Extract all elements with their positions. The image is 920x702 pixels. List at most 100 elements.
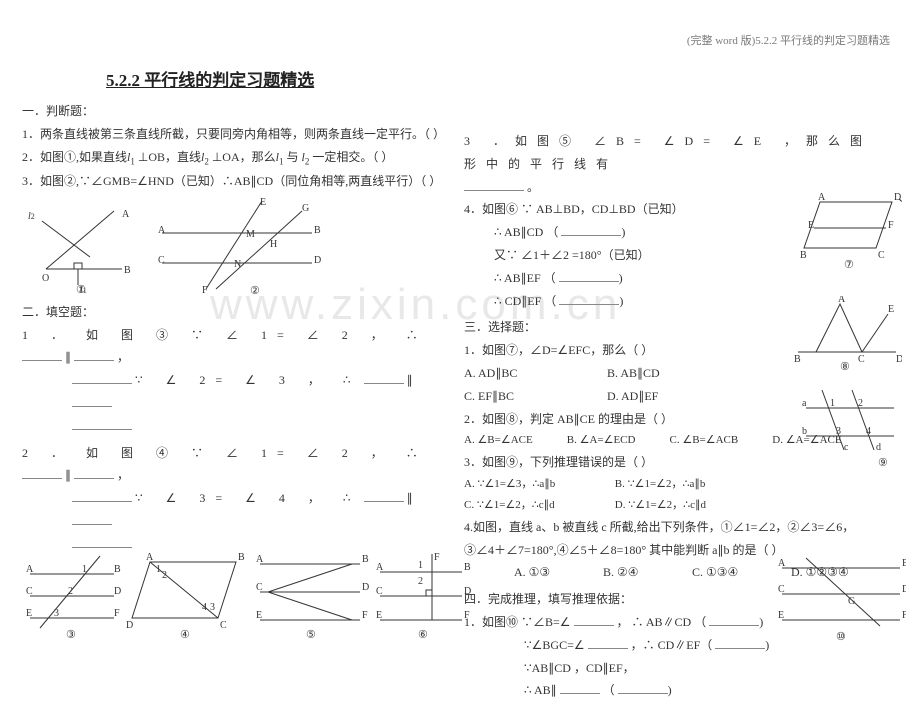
q3-1-opts: A. AD∥BC B. AB∥CD C. EF∥BC D. AD∥EF <box>464 362 894 408</box>
txt: ， ∴ AB∥CD （ <box>617 615 707 629</box>
opt: D. AD∥EF <box>607 389 658 403</box>
svg-text:B: B <box>114 564 121 575</box>
q2-3: 3 ．如图⑤ ∠B= ∠D= ∠E ，那么图形中的平行线有 <box>464 130 894 176</box>
section-2-head: 二．填空题： <box>22 301 454 324</box>
blank <box>74 468 114 480</box>
txt: ∴ CD∥EF （ <box>494 294 556 308</box>
opt: B. ②④ <box>603 561 689 584</box>
blank <box>715 637 765 649</box>
header-note: (完整 word 版)5.2.2 平行线的判定习题精选 <box>687 32 890 48</box>
q2-1d: ∵ ∠ 2= ∠ 3 ， ∴ <box>135 373 361 387</box>
svg-text:D: D <box>114 586 121 597</box>
q1-1: 1．两条直线被第三条直线所截，只要同旁内角相等，则两条直线一定平行。（ ） <box>22 123 454 146</box>
svg-text:A: A <box>376 562 384 573</box>
figure-6: AB CD EF F 21 ⑥ <box>372 548 472 642</box>
q4-1c: ∵AB∥CD ，CD∥EF， <box>464 657 894 680</box>
q1-2-b: ⊥OB，直线 <box>138 150 201 164</box>
q2-4-e: ∴ CD∥EF （ ) <box>464 290 894 313</box>
txt: ∵∠BGC=∠ <box>524 638 585 652</box>
figure-5: AB CD EF ⑤ <box>252 548 372 642</box>
blank <box>561 224 621 236</box>
svg-text:A: A <box>26 564 34 575</box>
q2-2-line3 <box>22 533 454 556</box>
svg-text:B: B <box>314 225 321 236</box>
txt: ∥ <box>407 373 413 387</box>
opt: A. ∠B=∠ACE <box>464 430 564 451</box>
svg-text:1: 1 <box>156 564 161 575</box>
blank <box>364 490 404 502</box>
q1-2-a: 2．如图①,如果直线 <box>22 150 127 164</box>
svg-text:4: 4 <box>202 602 207 613</box>
svg-text:E: E <box>376 610 382 621</box>
blank <box>72 536 132 548</box>
txt: ， <box>117 468 129 482</box>
q3-1: 1．如图⑦，∠D=∠EFC，那么（ ） <box>464 339 894 362</box>
section-1-head: 一．判断题： <box>22 100 454 123</box>
blank <box>22 468 62 480</box>
svg-text:G: G <box>302 203 309 214</box>
svg-text:A: A <box>158 225 166 236</box>
blank <box>74 350 114 362</box>
svg-text:F: F <box>362 610 368 621</box>
q2-4-a: 4．如图⑥ ∵ AB⊥BD，CD⊥BD（已知） <box>464 198 894 221</box>
q3-4-opts: A. ①③ B. ②④ C. ①③④ D. ①②③④ <box>464 561 894 584</box>
opt: B. ∠A=∠ECD <box>567 430 667 451</box>
blank <box>559 293 619 305</box>
svg-text:B: B <box>124 265 131 276</box>
svg-text:E: E <box>26 608 32 619</box>
svg-text:D: D <box>896 354 902 365</box>
blank <box>22 350 62 362</box>
opt: B. ∵∠1=∠2，∴a∥b <box>615 478 706 490</box>
q2-3b: 。 <box>464 176 894 199</box>
blank <box>72 418 132 430</box>
svg-text:F: F <box>114 608 120 619</box>
q2-3a: 3 ．如图⑤ ∠B= ∠D= ∠E ，那么图形中的平行线有 <box>464 134 872 171</box>
txt: ，∴ CD∥EF（ <box>631 638 713 652</box>
svg-text:A: A <box>256 554 264 565</box>
svg-text:C: C <box>158 255 165 266</box>
figure-2: AB CD EG FM NH ② <box>142 197 332 297</box>
svg-text:②: ② <box>250 285 260 297</box>
blank <box>588 637 628 649</box>
svg-text:N: N <box>234 259 241 270</box>
opt: C. ∠B=∠ACB <box>670 430 770 451</box>
opt: D. ①②③④ <box>791 565 849 579</box>
txt: ∴ AB∥CD （ <box>494 225 558 239</box>
figure-1: Al2 OB l1 ① <box>22 197 142 295</box>
txt: ∴ AB∥ <box>524 683 557 697</box>
q4-1d: ∴ AB∥ （ ) <box>464 679 894 702</box>
blank <box>72 395 112 407</box>
blank <box>72 513 112 525</box>
svg-text:B: B <box>362 554 369 565</box>
svg-text:C: C <box>376 586 383 597</box>
q2-2d: ∵ ∠ 3= ∠ 4 ， ∴ <box>135 491 361 505</box>
opt: A. AD∥BC <box>464 362 604 385</box>
svg-text:3: 3 <box>54 608 59 619</box>
txt: （ <box>603 683 615 697</box>
svg-text:2: 2 <box>418 576 423 587</box>
q2-2-line1: 2 ． 如 图 ④ ∵ ∠ 1= ∠ 2 ， ∴ ∥ ， <box>22 442 454 488</box>
svg-text:l2: l2 <box>28 211 35 222</box>
svg-text:C: C <box>256 582 263 593</box>
txt: ∥ <box>65 350 71 364</box>
q3-2: 2．如图⑧，判定 AB∥CE 的理由是（ ） <box>464 408 894 431</box>
svg-text:E: E <box>260 197 266 208</box>
svg-text:2: 2 <box>68 586 73 597</box>
q3-4a: 4.如图，直线 a、b 被直线 c 所截,给出下列条件，①∠1=∠2，②∠3=∠… <box>464 516 894 539</box>
txt: ∥ <box>65 468 71 482</box>
q1-3: 3．如图②,∵∠GMB=∠HND（已知）∴AB∥CD（同位角相等,两直线平行）（… <box>22 170 454 193</box>
q3-3: 3．如图⑨，下列推理错误的是（ ） <box>464 451 894 474</box>
svg-text:O: O <box>42 273 49 284</box>
txt: ∥ <box>407 491 413 505</box>
q2-2-line2: ∵ ∠ 3= ∠ 4 ， ∴ ∥ <box>22 487 454 533</box>
q2-1-line2: ∵ ∠ 2= ∠ 3 ， ∴ ∥ <box>22 369 454 415</box>
svg-text:D: D <box>314 255 321 266</box>
txt: 1．如图⑩ ∵∠B=∠ <box>464 615 571 629</box>
svg-text:A: A <box>122 209 130 220</box>
blank <box>574 614 614 626</box>
opt: A. ∵∠1=∠3，∴a∥b <box>464 474 612 495</box>
q3-2-opts: A. ∠B=∠ACE B. ∠A=∠ECD C. ∠B=∠ACB D. ∠A=∠… <box>464 430 894 451</box>
svg-text:④: ④ <box>180 629 190 641</box>
q1-2: 2．如图①,如果直线l1 ⊥OB，直线l2 ⊥OA，那么l1 与 l2 一定相交… <box>22 146 454 170</box>
svg-text:E: E <box>256 610 262 621</box>
